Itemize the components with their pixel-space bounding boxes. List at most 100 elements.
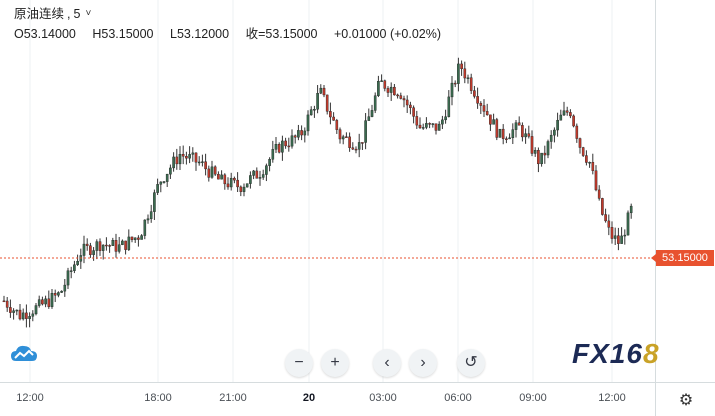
time-axis[interactable]: 12:00 18:00 21:00 20 03:00 06:00 09:00 12:00	[0, 382, 655, 416]
time-tick: 12:00	[16, 392, 44, 404]
scroll-right-button[interactable]: ›	[409, 349, 437, 377]
time-tick: 21:00	[219, 392, 247, 404]
candle-body	[380, 80, 383, 82]
candle-body	[159, 181, 163, 185]
candle-body	[85, 243, 89, 246]
candle-body	[617, 235, 620, 244]
time-tick: 09:00	[519, 392, 547, 404]
candle-body	[338, 129, 342, 140]
time-tick: 03:00	[369, 392, 397, 404]
brand-prefix: FX16	[572, 338, 643, 369]
candle-body	[591, 162, 595, 171]
candle-body	[252, 170, 255, 176]
candle-body	[463, 68, 467, 79]
cloud-chart-icon[interactable]	[10, 343, 38, 363]
candle-body	[626, 212, 630, 236]
interval-label[interactable]: 5	[73, 7, 81, 21]
candle-body	[41, 299, 44, 305]
candle-body	[265, 165, 268, 175]
reset-chart-button[interactable]: ↺	[457, 349, 485, 377]
candle-body	[594, 170, 598, 191]
candle-body	[575, 125, 579, 139]
candle-body	[505, 138, 508, 140]
scroll-left-button[interactable]: ‹	[373, 349, 401, 377]
candle-body	[517, 122, 521, 126]
candle-body	[434, 123, 438, 131]
brand-suffix: 8	[642, 338, 660, 369]
candle-body	[476, 96, 479, 104]
candle-body	[357, 142, 361, 150]
candle-body	[111, 240, 115, 246]
settings-button[interactable]: ⚙	[655, 382, 715, 416]
symbol-name[interactable]: 原油连续	[14, 7, 65, 21]
ohlc-low: L53.12000	[170, 27, 230, 41]
candle-body	[153, 192, 156, 212]
candle-body	[620, 235, 623, 244]
candle-body	[108, 245, 111, 247]
candle-body	[162, 181, 166, 183]
candle-body	[300, 130, 303, 136]
candle-body	[69, 270, 73, 272]
symbol-separator: ,	[67, 7, 71, 21]
candle-body	[268, 159, 271, 166]
candle-body	[236, 179, 239, 188]
candle-body	[63, 284, 67, 292]
zoom-out-button[interactable]: −	[285, 349, 313, 377]
candle-body	[610, 227, 614, 239]
candle-body	[204, 161, 207, 170]
candle-body	[37, 299, 41, 306]
candle-body	[492, 119, 495, 125]
ohlc-change: +0.01000 (+0.02%)	[334, 27, 442, 41]
candle-body	[399, 95, 403, 99]
candle-body	[607, 220, 611, 228]
candle-body	[524, 133, 527, 138]
candle-body	[373, 95, 377, 111]
candle-body	[437, 123, 441, 131]
candle-body	[271, 149, 275, 160]
candle-body	[223, 174, 227, 185]
candle-body	[341, 136, 345, 140]
time-tick: 20	[302, 392, 316, 404]
candle-body	[585, 155, 588, 163]
zoom-in-button[interactable]: +	[321, 349, 349, 377]
candle-body	[495, 119, 499, 138]
candle-body	[546, 141, 550, 156]
brand-logo: FX16 8	[572, 338, 660, 370]
candle-body	[588, 162, 591, 164]
candle-body	[572, 115, 575, 127]
price-axis[interactable]	[655, 0, 715, 382]
candle-body	[597, 189, 601, 199]
candle-body	[105, 244, 108, 247]
candle-body	[233, 177, 236, 181]
gear-icon: ⚙	[678, 391, 694, 409]
candle-body	[386, 88, 390, 93]
candle-body	[409, 104, 412, 108]
chart-area[interactable]	[0, 0, 655, 382]
candle-body	[277, 144, 281, 153]
candle-body	[255, 170, 259, 179]
candle-body	[447, 96, 451, 117]
candle-body	[457, 63, 460, 84]
candle-body	[284, 140, 287, 147]
candle-body	[165, 173, 169, 182]
candle-body	[127, 236, 131, 250]
candle-body	[76, 261, 79, 265]
ohlc-open: O53.14000	[14, 27, 76, 41]
candle-body	[191, 152, 195, 155]
candle-body	[322, 87, 326, 96]
candle-body	[31, 313, 35, 317]
candle-body	[629, 205, 633, 214]
candle-body	[146, 218, 150, 221]
candle-body	[329, 111, 332, 118]
candle-body	[425, 123, 428, 128]
ohlc-close: 收=53.15000	[245, 27, 318, 41]
candle-body	[124, 240, 127, 250]
candle-body	[137, 237, 140, 240]
candle-body	[210, 166, 214, 178]
candle-body	[325, 94, 329, 112]
candle-body	[156, 184, 159, 193]
chevron-down-icon[interactable]: ˅	[85, 8, 92, 19]
candle-body	[121, 240, 124, 245]
candle-body	[66, 270, 70, 286]
candle-body	[53, 293, 57, 296]
